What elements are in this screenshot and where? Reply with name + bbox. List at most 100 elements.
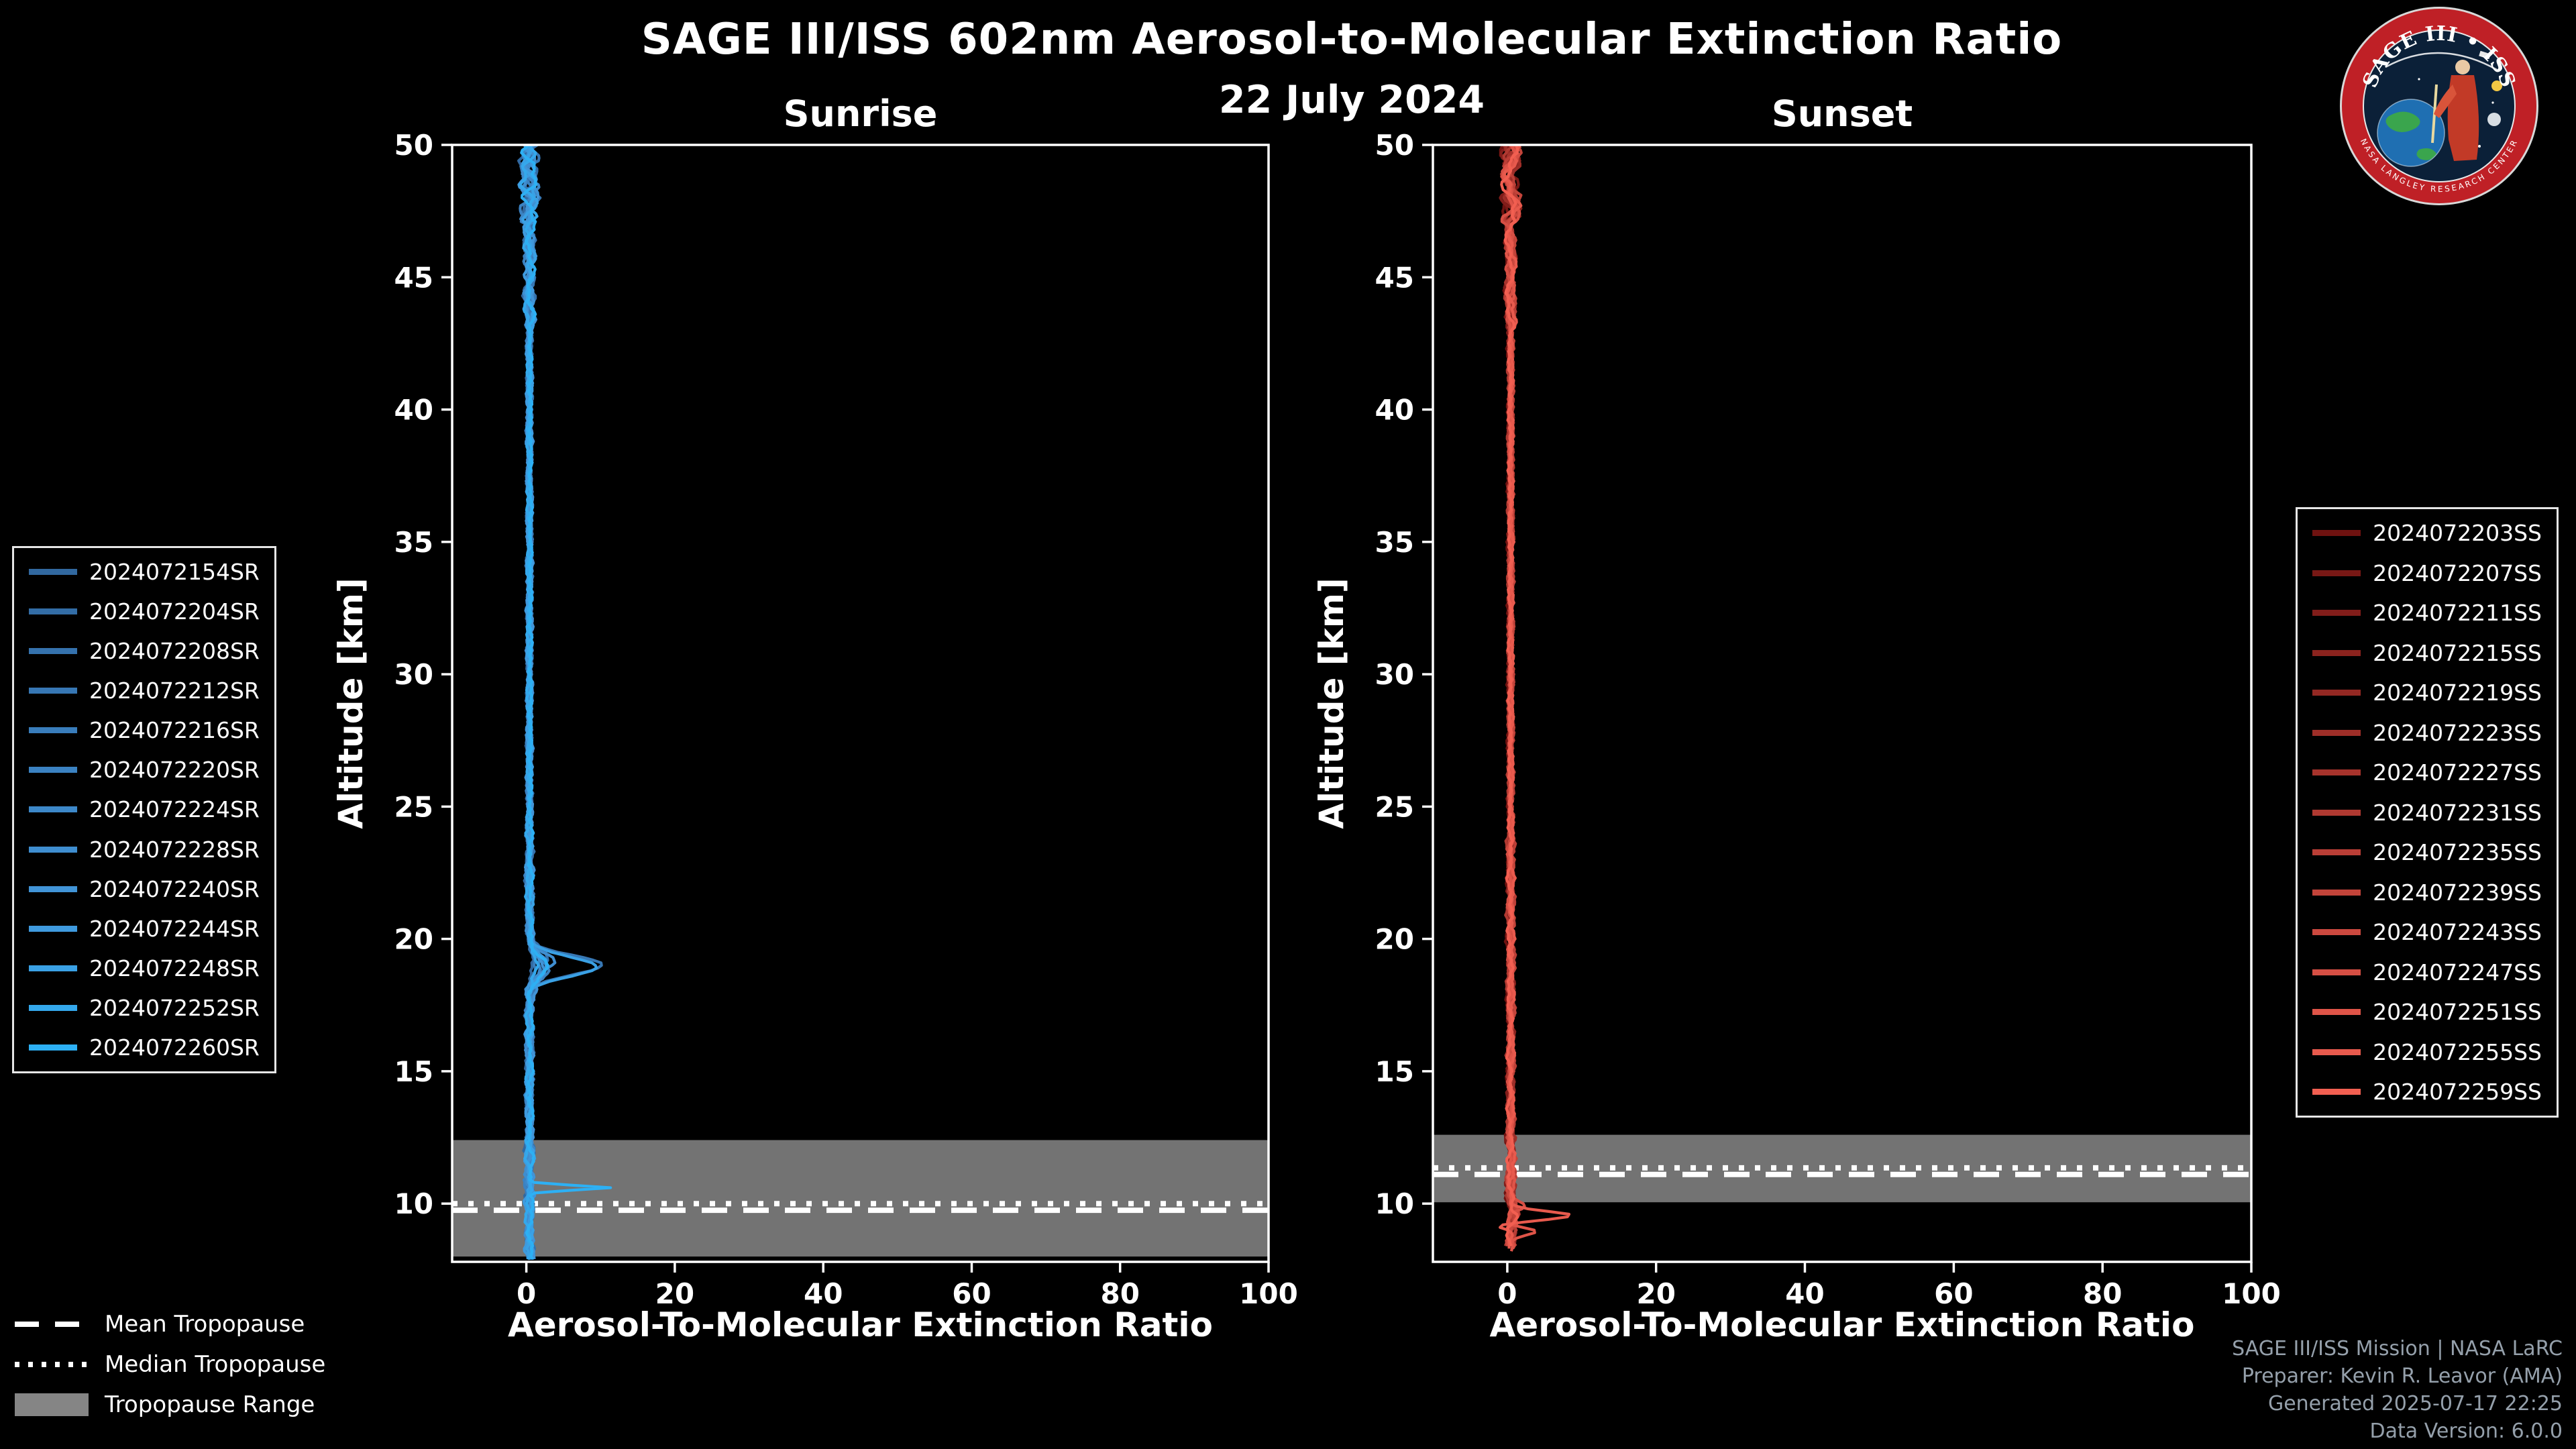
- logo-figure-robe: [2447, 75, 2479, 161]
- legend-swatch-icon: [29, 569, 77, 575]
- legend-item: 2024072247SS: [2312, 959, 2542, 985]
- legend-item: 2024072203SS: [2312, 520, 2542, 546]
- legend-label: 2024072228SR: [89, 836, 260, 863]
- legend-label: 2024072251SS: [2373, 999, 2542, 1025]
- legend-item: 2024072239SS: [2312, 879, 2542, 906]
- legend-item: 2024072251SS: [2312, 999, 2542, 1025]
- legend-label: 2024072219SS: [2373, 680, 2542, 706]
- logo-figure-head: [2455, 60, 2470, 74]
- legend-label: 2024072231SS: [2373, 799, 2542, 826]
- legend-swatch-icon: [2312, 889, 2361, 896]
- y-tick-label: 30: [394, 658, 433, 691]
- legend-label: 2024072240SR: [89, 875, 260, 902]
- legend-label: 2024072204SR: [89, 598, 260, 625]
- legend-swatch-icon: [2312, 649, 2361, 656]
- legend-label: 2024072255SS: [2373, 1038, 2542, 1065]
- legend-swatch-icon: [29, 767, 77, 773]
- legend-item: 2024072211SS: [2312, 600, 2542, 626]
- legend-label: 2024072244SR: [89, 915, 260, 942]
- logo-scene: [2377, 50, 2502, 167]
- legend-swatch-icon: [29, 806, 77, 813]
- profile-2024072260SR: [520, 145, 612, 1260]
- x-axis-label: Aerosol-To-Molecular Extinction Ratio: [508, 1305, 1213, 1344]
- logo-sun-icon: [2491, 80, 2502, 91]
- credits-block: SAGE III/ISS Mission | NASA LaRC Prepare…: [2232, 1335, 2563, 1445]
- legend-swatch-icon: [29, 688, 77, 694]
- median-tropopause-dotted-line-icon: [15, 1362, 89, 1367]
- legend-label: 2024072208SR: [89, 638, 260, 665]
- sage-iii-iss-mission-logo: SAGE III • ISS NASA LANGLEY RESEARCH CEN…: [2340, 7, 2538, 205]
- y-tick-label: 50: [394, 129, 433, 162]
- legend-tropopause-range: Tropopause Range: [15, 1390, 325, 1419]
- y-tick-label: 10: [1375, 1187, 1414, 1220]
- legend-median-tropopause-label: Median Tropopause: [105, 1351, 326, 1378]
- mean-tropopause-dashed-line-icon: [15, 1322, 89, 1327]
- y-tick-label: 35: [1375, 526, 1414, 559]
- legend-swatch-icon: [29, 727, 77, 734]
- legend-swatch-icon: [29, 1004, 77, 1011]
- x-tick-label: 20: [655, 1277, 694, 1310]
- x-tick-label: 80: [2083, 1277, 2122, 1310]
- legend-label: 2024072247SS: [2373, 959, 2542, 985]
- legend-median-tropopause: Median Tropopause: [15, 1350, 325, 1379]
- legend-label: 2024072259SS: [2373, 1079, 2542, 1105]
- legend-swatch-icon: [2312, 929, 2361, 935]
- y-tick-label: 40: [394, 394, 433, 427]
- page-title: SAGE III/ISS 602nm Aerosol-to-Molecular …: [641, 15, 2063, 64]
- legend-swatch-icon: [2312, 1049, 2361, 1055]
- sunrise-legend: 2024072154SR 2024072204SR 2024072208SR 2024…: [12, 546, 276, 1073]
- legend-mean-tropopause-label: Mean Tropopause: [105, 1311, 305, 1338]
- x-tick-label: 100: [2222, 1277, 2281, 1310]
- y-tick-label: 50: [1375, 129, 1414, 162]
- logo-moon-icon: [2487, 113, 2501, 126]
- legend-item: 2024072227SS: [2312, 759, 2542, 786]
- legend-swatch-icon: [2312, 1009, 2361, 1015]
- plot-frame: [1432, 144, 2253, 1263]
- legend-swatch-icon: [29, 846, 77, 853]
- y-axis-label: Altitude [km]: [331, 578, 370, 829]
- legend-item: 2024072240SR: [29, 876, 260, 902]
- logo-earth-land: [2385, 111, 2420, 132]
- legend-item: 2024072223SS: [2312, 720, 2542, 746]
- legend-label: 2024072211SS: [2373, 600, 2542, 626]
- tropopause-range-band: [1433, 1134, 2251, 1203]
- legend-label: 2024072248SR: [89, 955, 260, 981]
- legend-label: 2024072207SS: [2373, 559, 2542, 586]
- y-tick-label: 45: [394, 261, 433, 294]
- legend-label: 2024072203SS: [2373, 520, 2542, 546]
- date-subtitle: 22 July 2024: [1218, 78, 1485, 122]
- x-tick-label: 40: [1785, 1277, 1824, 1310]
- legend-swatch-icon: [2312, 969, 2361, 975]
- legend-label: 2024072252SR: [89, 994, 260, 1021]
- logo-figure-arm: [2434, 85, 2457, 118]
- panel-sunset: 0 20 40 60 80 100 10 15 20 25 30 35 40 45 50 Sunset Aero…: [1312, 93, 2281, 1344]
- y-tick-label: 35: [394, 526, 433, 559]
- credit-mission: SAGE III/ISS Mission | NASA LaRC: [2232, 1337, 2563, 1360]
- legend-swatch-icon: [29, 648, 77, 655]
- legend-item: 2024072224SR: [29, 796, 260, 822]
- legend-item: 2024072216SR: [29, 717, 260, 743]
- y-tick-label: 20: [394, 923, 433, 956]
- credit-preparer: Preparer: Kevin R. Leavor (AMA): [2241, 1364, 2563, 1388]
- tropopause-range-swatch-icon: [15, 1393, 89, 1416]
- legend-label: 2024072220SR: [89, 757, 260, 784]
- legend-label: 2024072243SS: [2373, 919, 2542, 945]
- legend-swatch-icon: [2312, 690, 2361, 696]
- legend-swatch-icon: [2312, 729, 2361, 736]
- legend-swatch-icon: [2312, 610, 2361, 616]
- legend-label: 2024072215SS: [2373, 639, 2542, 666]
- legend-item: 2024072244SR: [29, 916, 260, 942]
- x-tick-label: 0: [517, 1277, 536, 1310]
- x-tick-label: 60: [1934, 1277, 1973, 1310]
- panel-sunrise: 0 20 40 60 80 100 10 15 20 25 30 35 40 45 50 Sunrise Aer…: [331, 93, 1298, 1344]
- logo-orbit-path: [2385, 52, 2498, 71]
- legend-label: 2024072224SR: [89, 796, 260, 823]
- legend-swatch-icon: [29, 885, 77, 892]
- legend-item: 2024072207SS: [2312, 560, 2542, 586]
- legend-swatch-icon: [2312, 530, 2361, 536]
- legend-label: 2024072216SR: [89, 717, 260, 744]
- legend-item: 2024072231SS: [2312, 800, 2542, 826]
- x-axis-label: Aerosol-To-Molecular Extinction Ratio: [1490, 1305, 2195, 1344]
- y-tick-label: 45: [1375, 261, 1414, 294]
